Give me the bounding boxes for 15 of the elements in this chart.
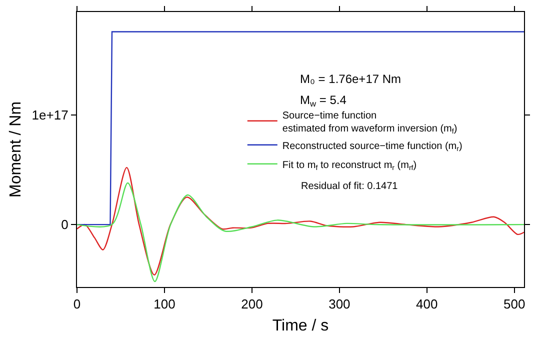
annotation: M₀ = 1.76e+17 Nm — [300, 72, 402, 86]
x-tick-label: 400 — [416, 296, 438, 312]
legend-label: Fit to m$_{f}$ to reconstruct m$_{r}$ (m$_{rf}$) — [282, 160, 417, 172]
x-axis-title: Time / s — [272, 317, 329, 334]
x-tick-label: 200 — [241, 296, 263, 312]
legend-label: Reconstructed source−time function (m$_{r}$) — [282, 140, 462, 153]
legend-label: Source−time function estimated from waveform inversion (m$_{f}$) — [282, 110, 458, 136]
annotation: M$_{w}$ = 5.4 — [300, 93, 347, 109]
y-tick-label: 1e+17 — [32, 108, 68, 123]
x-tick-label: 100 — [154, 296, 176, 312]
y-axis-title: Moment / Nm — [8, 101, 25, 198]
x-tick-label: 300 — [328, 296, 350, 312]
annotation: Residual of fit: 0.1471 — [301, 181, 398, 192]
x-tick-label: 500 — [504, 296, 526, 312]
x-tick-label: 0 — [73, 296, 81, 312]
